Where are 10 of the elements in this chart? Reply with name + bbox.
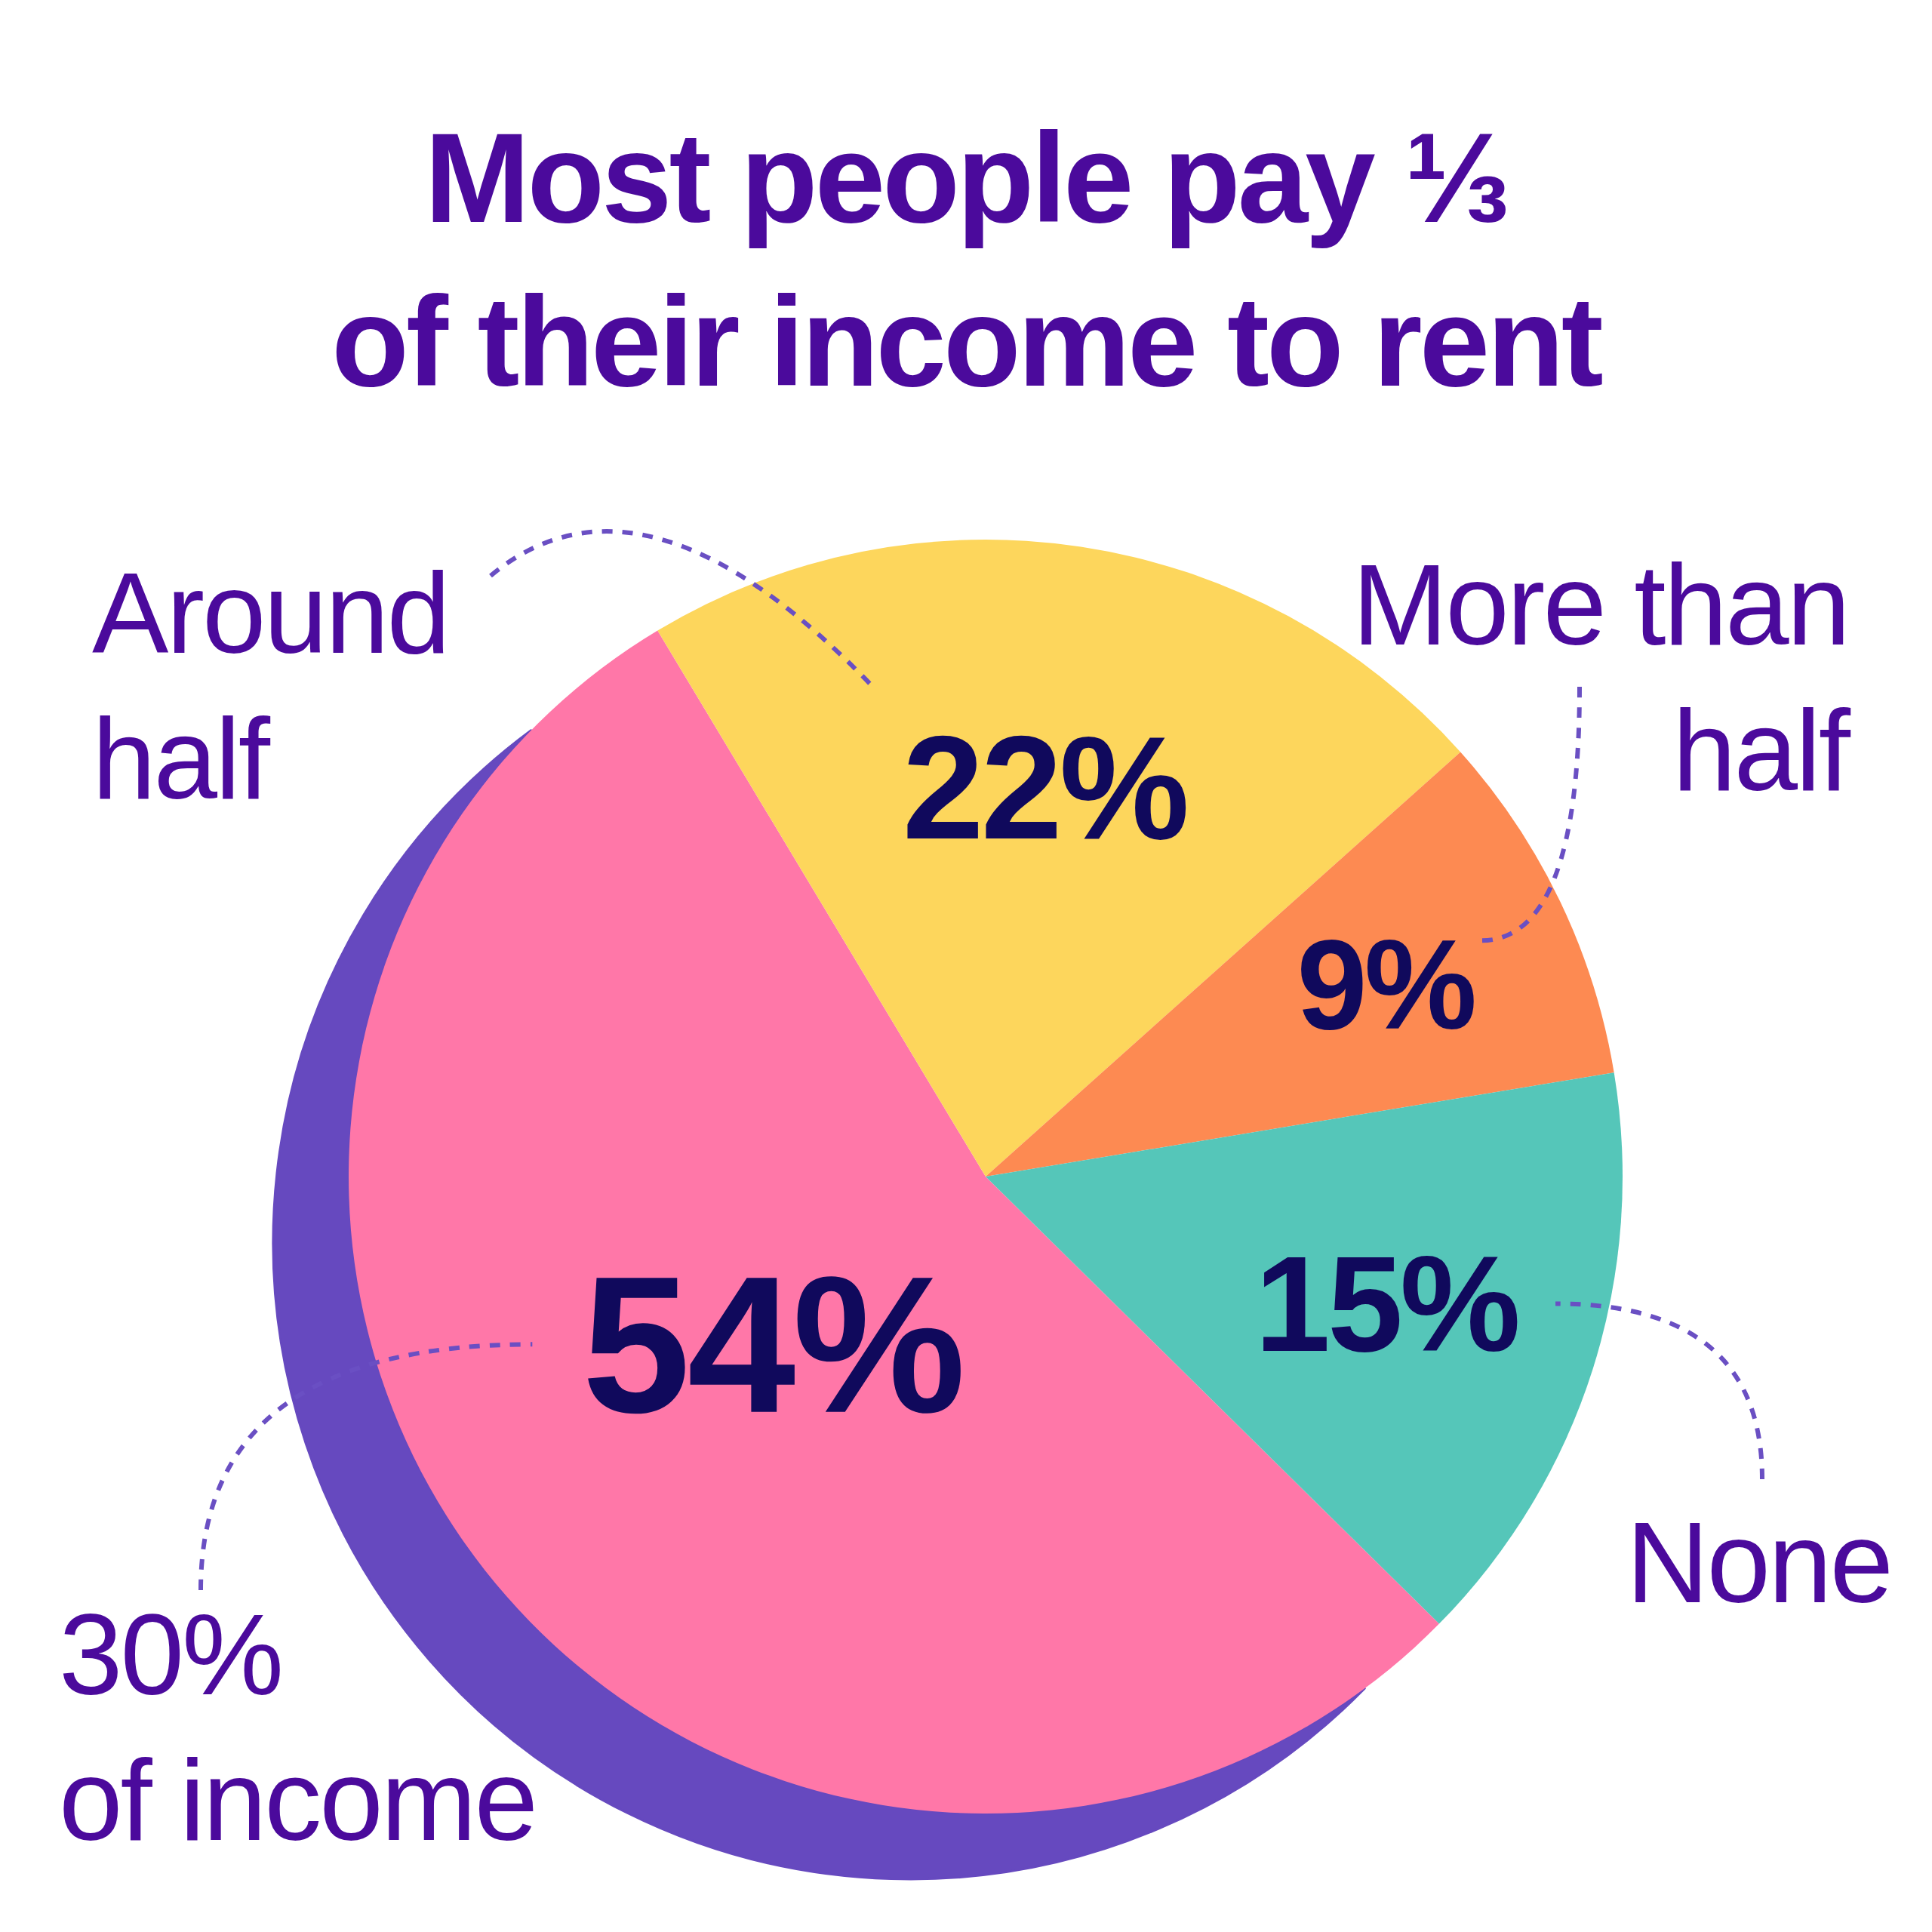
slice-label: More than half xyxy=(1352,540,1851,814)
data-label: 15% xyxy=(1254,1227,1518,1380)
data-label: 9% xyxy=(1297,914,1475,1057)
slice-label: None xyxy=(1626,1498,1891,1626)
data-label: 22% xyxy=(902,705,1187,869)
data-label: 54% xyxy=(582,1235,963,1454)
pie-slice xyxy=(986,1072,1623,1624)
chart-title: Most people pay ⅓ of their income to rent xyxy=(331,106,1602,414)
slice-label: Around half xyxy=(92,549,449,823)
slice-label: 30% of income xyxy=(59,1590,536,1864)
